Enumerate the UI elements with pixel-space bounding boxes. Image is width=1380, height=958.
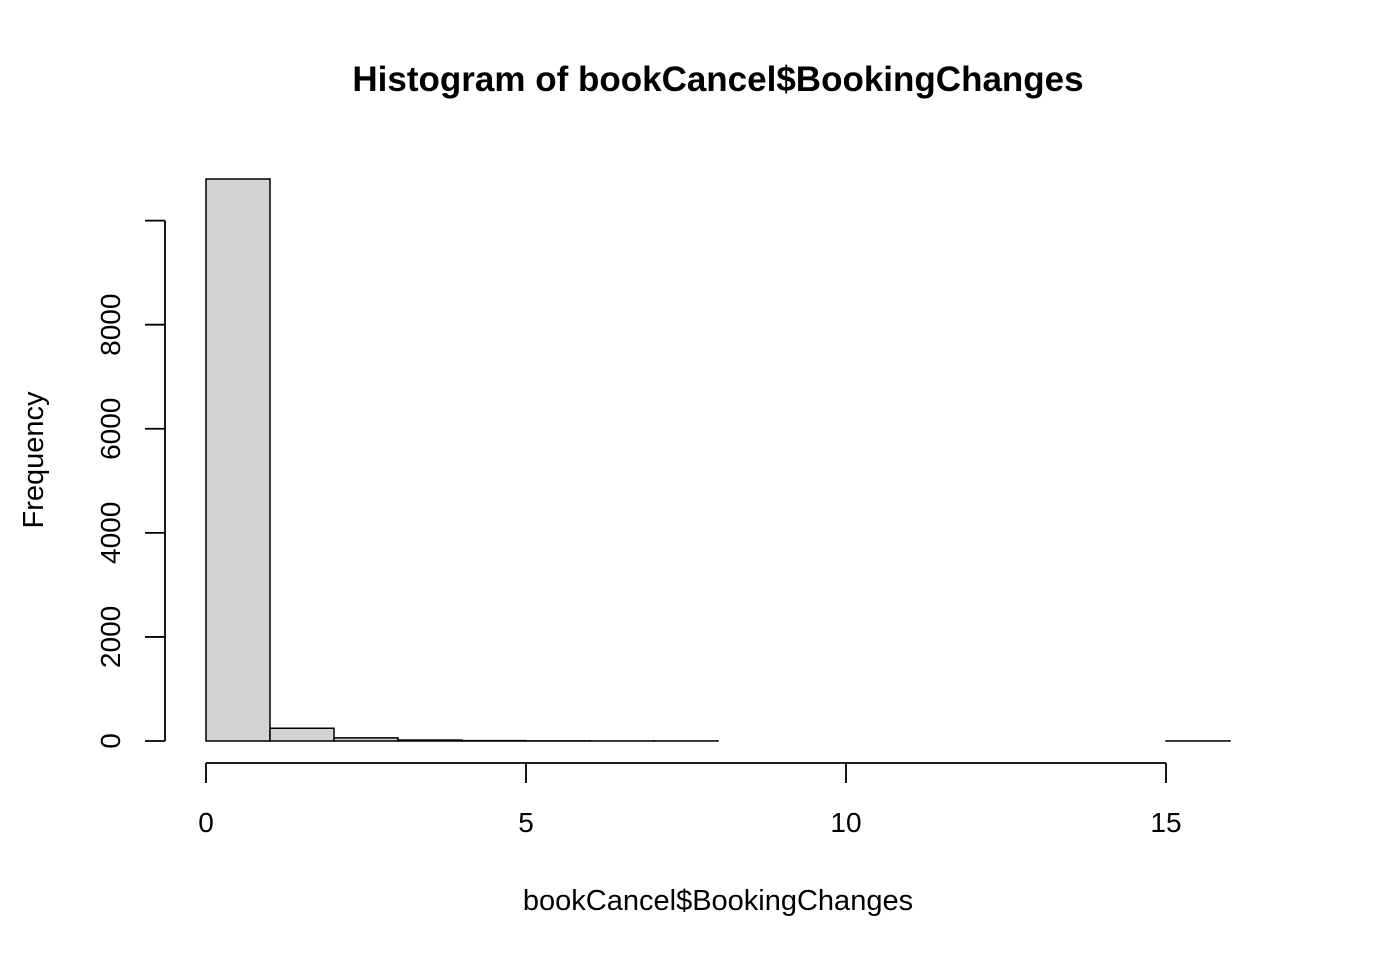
- y-axis: 0 2000 4000 6000 8000: [95, 219, 166, 749]
- y-tick-label-2000: 2000: [95, 606, 126, 668]
- x-tick-label-0: 0: [198, 807, 214, 838]
- y-tick-label-6000: 6000: [95, 398, 126, 460]
- histogram-bar-3: [397, 739, 463, 742]
- x-axis: 0 5 10 15: [198, 762, 1182, 838]
- x-tick-label-5: 5: [518, 807, 534, 838]
- y-axis-label: Frequency: [18, 391, 50, 529]
- histogram-bars: [205, 178, 1231, 742]
- x-tick-label-10: 10: [830, 807, 861, 838]
- y-tick-label-4000: 4000: [95, 502, 126, 564]
- y-tick-label-8000: 8000: [95, 294, 126, 356]
- x-tick-label-15: 15: [1150, 807, 1181, 838]
- histogram-bar-1: [269, 727, 335, 742]
- histogram-bar-0: [205, 178, 271, 742]
- y-tick-label-0: 0: [95, 733, 126, 749]
- histogram-bar-2: [333, 737, 399, 742]
- chart-title: Histogram of bookCancel$BookingChanges: [352, 60, 1083, 99]
- x-axis-label: bookCancel$BookingChanges: [523, 885, 913, 917]
